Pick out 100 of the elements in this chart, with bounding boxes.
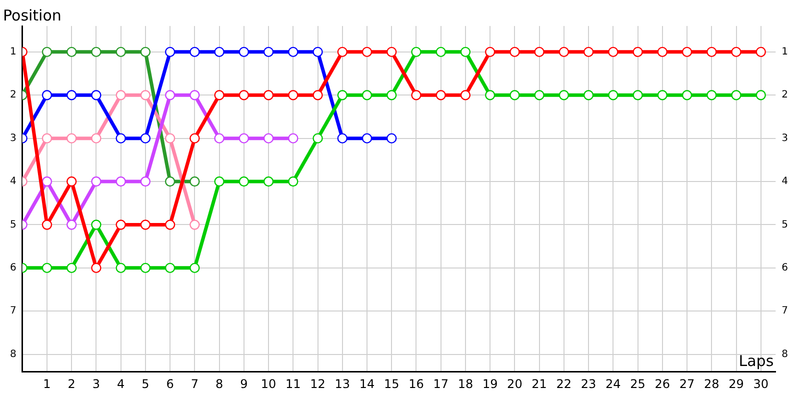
point bbox=[312, 46, 323, 58]
x-tick-label: 15 bbox=[384, 376, 400, 391]
point bbox=[140, 90, 151, 100]
y-tick-label: 4 bbox=[10, 176, 16, 188]
point bbox=[91, 90, 102, 100]
y2-tick-label: 8 bbox=[782, 348, 788, 360]
point bbox=[534, 46, 544, 58]
point bbox=[411, 46, 422, 58]
point bbox=[288, 90, 298, 100]
point bbox=[756, 90, 766, 100]
point bbox=[42, 90, 52, 100]
x-tick-label: 27 bbox=[679, 376, 695, 391]
point bbox=[42, 133, 52, 144]
x-tick-label: 3 bbox=[92, 376, 100, 391]
point bbox=[42, 46, 52, 58]
point bbox=[164, 220, 176, 230]
y-tick-label: 2 bbox=[10, 90, 16, 101]
x-tick-label: 14 bbox=[359, 376, 375, 391]
point bbox=[164, 176, 176, 187]
point bbox=[756, 46, 766, 58]
point bbox=[411, 90, 422, 100]
point bbox=[436, 90, 446, 100]
point bbox=[608, 46, 618, 58]
point bbox=[312, 133, 323, 144]
point bbox=[657, 46, 668, 58]
point bbox=[731, 46, 742, 58]
y-tick-label: 7 bbox=[10, 306, 16, 317]
point bbox=[116, 133, 126, 144]
point bbox=[510, 90, 520, 100]
x-tick-label: 11 bbox=[286, 376, 301, 391]
point bbox=[116, 220, 126, 230]
point bbox=[91, 46, 102, 58]
point bbox=[288, 133, 298, 144]
x-tick-label: 18 bbox=[458, 376, 474, 391]
point bbox=[214, 90, 224, 100]
y2-tick-label: 2 bbox=[782, 90, 788, 101]
point bbox=[214, 133, 224, 144]
point bbox=[91, 262, 102, 274]
point bbox=[214, 176, 224, 187]
x-tick-label: 9 bbox=[240, 376, 248, 391]
point bbox=[263, 46, 274, 58]
x-tick-label: 12 bbox=[310, 376, 326, 391]
x-tick-label: 4 bbox=[117, 376, 125, 391]
x-tick-label: 29 bbox=[728, 376, 744, 391]
point bbox=[386, 46, 397, 58]
y2-tick-label: 1 bbox=[782, 46, 788, 58]
point bbox=[116, 262, 126, 274]
point bbox=[66, 46, 77, 58]
x-tick-label: 13 bbox=[334, 376, 350, 391]
x-tick-label: 17 bbox=[433, 376, 448, 391]
point bbox=[66, 262, 77, 274]
point bbox=[190, 90, 200, 100]
y2-tick-label: 6 bbox=[782, 262, 788, 274]
point bbox=[116, 176, 126, 187]
point bbox=[140, 46, 151, 58]
point bbox=[583, 46, 594, 58]
point bbox=[190, 220, 200, 230]
x-tick-label: 24 bbox=[606, 376, 621, 391]
point bbox=[190, 176, 200, 187]
point bbox=[238, 133, 250, 144]
y-tick-label: 6 bbox=[10, 262, 16, 274]
point bbox=[140, 176, 151, 187]
point bbox=[484, 90, 496, 100]
point bbox=[263, 176, 274, 187]
point bbox=[91, 133, 102, 144]
x-tick-label: 10 bbox=[260, 376, 276, 391]
point bbox=[460, 46, 471, 58]
point bbox=[337, 90, 348, 100]
point bbox=[608, 90, 618, 100]
y2-tick-label: 3 bbox=[782, 132, 788, 144]
point bbox=[386, 133, 397, 144]
point bbox=[706, 90, 717, 100]
point bbox=[558, 90, 570, 100]
point bbox=[164, 90, 176, 100]
point bbox=[460, 90, 471, 100]
point bbox=[657, 90, 668, 100]
point bbox=[288, 176, 298, 187]
y2-tick-label: 5 bbox=[782, 219, 788, 230]
point bbox=[164, 46, 176, 58]
point bbox=[731, 90, 742, 100]
x-tick-label: 7 bbox=[190, 376, 198, 391]
y-tick-label: 8 bbox=[10, 348, 16, 360]
point bbox=[66, 133, 77, 144]
point bbox=[288, 46, 298, 58]
point bbox=[190, 46, 200, 58]
point bbox=[362, 90, 372, 100]
x-axis-title: Laps bbox=[738, 352, 774, 370]
point bbox=[42, 220, 52, 230]
point bbox=[682, 90, 692, 100]
point bbox=[362, 133, 372, 144]
x-tick-label: 25 bbox=[630, 376, 646, 391]
x-tick-label: 20 bbox=[507, 376, 522, 391]
point bbox=[263, 90, 274, 100]
x-tick-label: 22 bbox=[556, 376, 572, 391]
x-tick-label: 2 bbox=[68, 376, 76, 391]
x-tick-label: 26 bbox=[654, 376, 670, 391]
point bbox=[66, 220, 77, 230]
point bbox=[238, 176, 250, 187]
point bbox=[140, 262, 151, 274]
point bbox=[66, 90, 77, 100]
